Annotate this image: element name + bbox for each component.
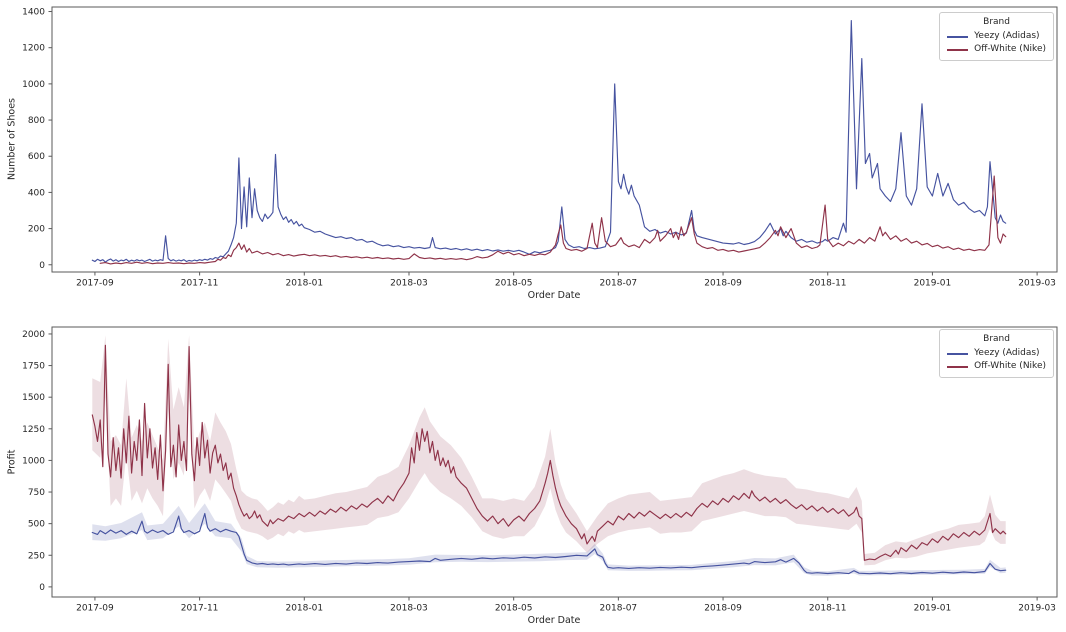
x-tick-label: 2019-03 bbox=[1018, 279, 1056, 289]
legend-line-offwhite-icon bbox=[947, 365, 969, 368]
legend-line-yeezy-icon bbox=[947, 352, 969, 355]
y-tick-label: 250 bbox=[28, 551, 45, 561]
x-tick-label: 2018-05 bbox=[495, 604, 533, 614]
x-tick-label: 2018-01 bbox=[285, 604, 323, 614]
x-tick-label: 2018-03 bbox=[390, 604, 428, 614]
y-tick-label: 1000 bbox=[22, 456, 45, 466]
y-tick-label: 600 bbox=[28, 152, 45, 162]
legend-line-offwhite-icon bbox=[947, 48, 969, 51]
x-tick-label: 2018-07 bbox=[600, 604, 638, 614]
legend-entry-offwhite: Off-White (Nike) bbox=[947, 360, 1046, 373]
y-tick-label: 1200 bbox=[22, 44, 45, 54]
y-tick-label: 500 bbox=[28, 520, 45, 530]
legend-label: Yeezy (Adidas) bbox=[974, 348, 1040, 358]
y-tick-label: 0 bbox=[39, 583, 45, 593]
x-tick-label: 2019-01 bbox=[914, 604, 952, 614]
legend-label: Yeezy (Adidas) bbox=[974, 31, 1040, 41]
y-tick-label: 1750 bbox=[22, 362, 45, 372]
x-tick-label: 2018-07 bbox=[600, 279, 638, 289]
y-tick-label: 400 bbox=[28, 188, 45, 198]
legend-title: Brand bbox=[983, 17, 1010, 27]
legend-label: Off-White (Nike) bbox=[974, 44, 1046, 54]
y-tick-label: 1000 bbox=[22, 80, 45, 90]
x-tick-label: 2018-03 bbox=[390, 279, 428, 289]
x-axis-label-top: Order Date bbox=[527, 290, 581, 301]
series-line-yeezy-chart1 bbox=[91, 512, 1007, 575]
plot-box-chart1 bbox=[51, 326, 1058, 598]
x-tick-label: 2018-09 bbox=[704, 279, 742, 289]
x-tick-label: 2017-09 bbox=[76, 604, 114, 614]
x-tick-label: 2018-09 bbox=[704, 604, 742, 614]
legend-entry-offwhite: Off-White (Nike) bbox=[947, 43, 1046, 56]
legend-label: Off-White (Nike) bbox=[974, 361, 1046, 371]
band-offwhite-chart1 bbox=[92, 335, 1006, 566]
y-tick-label: 800 bbox=[28, 116, 45, 126]
x-tick-label: 2018-11 bbox=[809, 279, 847, 289]
y-tick-label: 1500 bbox=[22, 393, 45, 403]
plot-box-chart0 bbox=[51, 6, 1058, 273]
y-tick-label: 200 bbox=[28, 225, 45, 235]
series-line-offwhite-chart1 bbox=[91, 344, 1007, 561]
y-tick-label: 0 bbox=[39, 261, 45, 271]
x-tick-label: 2017-09 bbox=[76, 279, 114, 289]
legend-title: Brand bbox=[983, 334, 1010, 344]
y-tick-label: 1250 bbox=[22, 425, 45, 435]
y-tick-label: 750 bbox=[28, 488, 45, 498]
legend-line-yeezy-icon bbox=[947, 35, 969, 38]
x-tick-label: 2017-11 bbox=[181, 279, 219, 289]
y-tick-label: 1400 bbox=[22, 8, 45, 18]
legend-entry-yeezy: Yeezy (Adidas) bbox=[947, 347, 1046, 360]
x-axis-label-bottom: Order Date bbox=[527, 615, 581, 626]
y-tick-label: 2000 bbox=[22, 330, 45, 340]
x-tick-label: 2018-11 bbox=[809, 604, 847, 614]
y-axis-label-top: Number of Shoes bbox=[6, 97, 18, 181]
legend-entry-yeezy: Yeezy (Adidas) bbox=[947, 30, 1046, 43]
x-tick-label: 2017-11 bbox=[181, 604, 219, 614]
series-line-offwhite-chart0 bbox=[99, 175, 1007, 265]
x-tick-label: 2018-01 bbox=[285, 279, 323, 289]
y-axis-label-bottom: Profit bbox=[6, 449, 18, 475]
x-tick-label: 2018-05 bbox=[495, 279, 533, 289]
x-tick-label: 2019-03 bbox=[1018, 604, 1056, 614]
series-line-yeezy-chart0 bbox=[91, 20, 1007, 263]
legend-top-chart: Brand Yeezy (Adidas) Off-White (Nike) bbox=[939, 12, 1054, 61]
legend-bottom-chart: Brand Yeezy (Adidas) Off-White (Nike) bbox=[939, 329, 1054, 378]
x-tick-label: 2019-01 bbox=[914, 279, 952, 289]
